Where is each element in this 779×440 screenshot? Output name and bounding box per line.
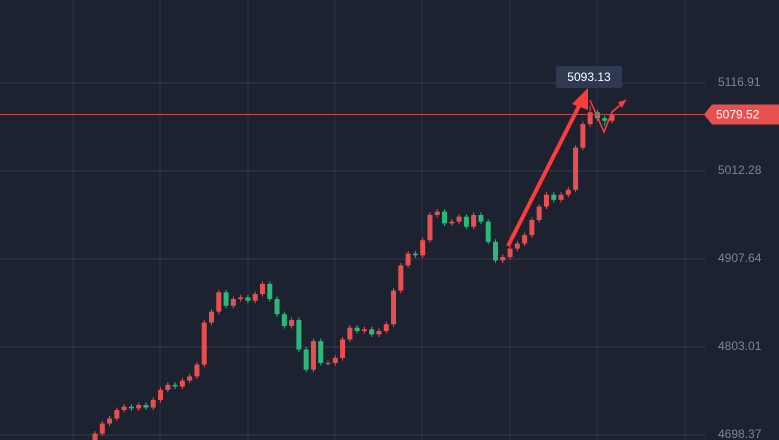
- candle-body: [551, 194, 557, 200]
- candle-body: [609, 114, 615, 121]
- candle-body: [478, 214, 484, 222]
- candle-body: [449, 221, 455, 224]
- candle-body: [602, 118, 608, 121]
- y-tick-label: 5012.28: [718, 163, 762, 177]
- candle-body: [463, 216, 469, 227]
- candle-body: [376, 331, 382, 335]
- candle-body: [107, 418, 113, 424]
- candle-body: [209, 311, 215, 323]
- candle-body: [92, 433, 98, 440]
- candle-body: [201, 322, 207, 365]
- candle-body: [267, 283, 273, 300]
- candle-body: [136, 405, 142, 409]
- candle-body: [427, 214, 433, 241]
- candle-body: [434, 211, 440, 215]
- candle-body: [354, 327, 360, 332]
- trend-arrow: [506, 88, 627, 247]
- candle-body: [405, 253, 411, 266]
- candle-body: [259, 283, 265, 295]
- candle-body: [391, 290, 397, 325]
- candle-body: [318, 341, 324, 363]
- candle-body: [587, 112, 593, 125]
- last-price-tag: [704, 104, 779, 125]
- candle-body: [187, 376, 193, 381]
- candle-body: [347, 327, 353, 340]
- overlay: 5079.52 5093.13: [0, 65, 779, 125]
- arrow-line: [589, 99, 627, 134]
- candle-body: [223, 292, 229, 306]
- candle-body: [383, 324, 389, 332]
- candle-body: [325, 362, 331, 364]
- arrow-head: [572, 88, 588, 110]
- candle-body: [230, 299, 236, 306]
- candle-body: [340, 339, 346, 358]
- candle-body: [274, 299, 280, 315]
- candle-body: [303, 349, 309, 370]
- candle-body: [456, 216, 462, 222]
- candle-body: [398, 265, 404, 291]
- arrow-head-small: [618, 100, 626, 108]
- candle-body: [558, 194, 564, 200]
- candle-body: [121, 406, 127, 411]
- candle-body: [514, 243, 520, 249]
- annotation-label: 5093.13: [567, 70, 611, 84]
- candle-body: [310, 341, 316, 370]
- candle-body: [128, 406, 134, 409]
- candle-body: [281, 314, 287, 326]
- candle-body: [543, 194, 549, 207]
- candle-body: [420, 240, 426, 256]
- candle-body: [522, 235, 528, 244]
- candle-body: [500, 257, 506, 261]
- candle-body: [99, 423, 105, 434]
- y-tick-label: 4907.64: [718, 251, 762, 265]
- candle-body: [536, 206, 542, 220]
- candle-body: [442, 211, 448, 224]
- arrow-shaft: [506, 103, 582, 247]
- candle-body: [194, 364, 200, 377]
- candle-body: [143, 405, 149, 408]
- annotation-box: [556, 65, 622, 88]
- candle-body: [296, 320, 302, 350]
- candle-body: [492, 241, 498, 261]
- candle-body: [565, 189, 571, 195]
- last-price-label: 5079.52: [716, 108, 760, 122]
- candle-body: [172, 384, 178, 387]
- candle-body: [485, 221, 491, 242]
- y-tick-label: 4803.01: [718, 339, 762, 353]
- candle-body: [114, 410, 120, 419]
- candle-body: [158, 389, 164, 400]
- candle-body: [179, 380, 185, 387]
- candle-body: [216, 292, 222, 312]
- candle-body: [507, 248, 513, 258]
- y-tick-label: 5116.91: [718, 75, 761, 89]
- candle-body: [332, 357, 338, 363]
- candle-body: [471, 214, 477, 227]
- candle-body: [573, 147, 579, 190]
- candle-body: [252, 294, 258, 301]
- candle-body: [238, 297, 244, 300]
- candle-body: [245, 297, 251, 301]
- candle-body: [580, 124, 586, 148]
- horizontal-grid: 5116.91 5012.28 4907.64 4803.01 4698.37: [0, 75, 762, 440]
- candle-body: [361, 329, 367, 332]
- candle-body: [369, 329, 375, 335]
- candle-body: [412, 253, 418, 256]
- y-tick-label: 4698.37: [718, 427, 762, 440]
- candle-body: [529, 220, 535, 236]
- candle-body: [165, 384, 171, 390]
- candles: [92, 105, 615, 440]
- candle-body: [150, 399, 156, 408]
- candle-body: [289, 320, 295, 326]
